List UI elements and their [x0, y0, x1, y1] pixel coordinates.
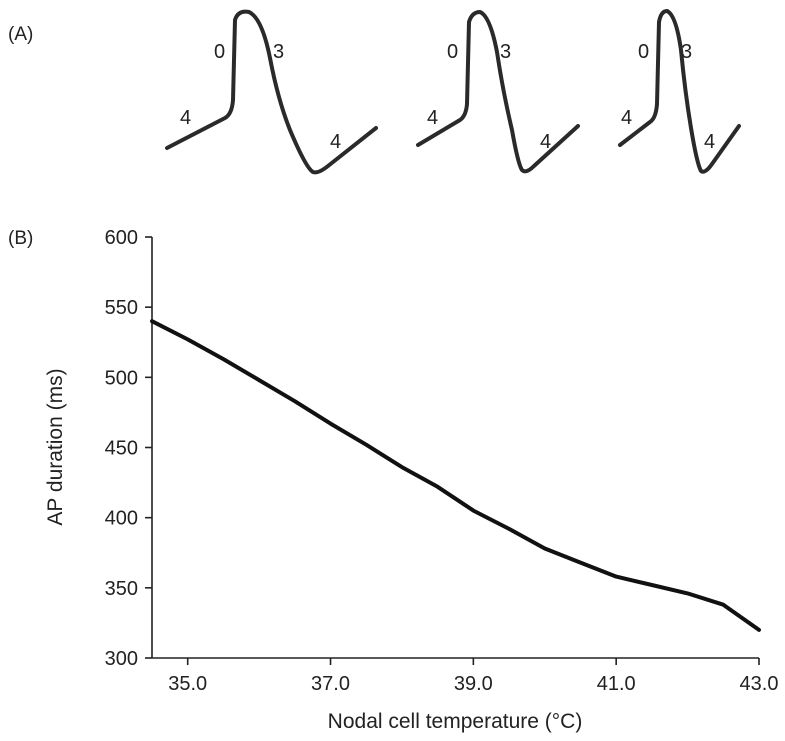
phase-label-4-start: 4 — [427, 107, 438, 129]
x-tick-label: 35.0 — [168, 673, 207, 695]
panel-b-label: (B) — [8, 228, 33, 249]
y-tick-label: 600 — [105, 227, 138, 249]
phase-label-4-start: 4 — [621, 107, 632, 129]
y-ticks: 300 350 400 450 500 550 600 — [105, 227, 152, 670]
phase-label-3: 3 — [500, 41, 511, 63]
x-tick-label: 39.0 — [454, 673, 493, 695]
y-tick-label: 450 — [105, 438, 138, 460]
y-axis-title: AP duration (ms) — [44, 368, 67, 525]
phase-label-0: 0 — [638, 41, 649, 63]
phase-label-4-start: 4 — [180, 107, 191, 129]
phase-label-4-end: 4 — [330, 131, 341, 153]
x-tick-label: 43.0 — [740, 673, 779, 695]
y-tick-label: 300 — [105, 648, 138, 670]
y-tick-label: 550 — [105, 297, 138, 319]
x-ticks: 35.0 37.0 39.0 41.0 43.0 — [168, 658, 778, 695]
series-line — [150, 319, 761, 632]
y-tick-label: 500 — [105, 367, 138, 389]
phase-label-3: 3 — [681, 41, 692, 63]
phase-label-0: 0 — [214, 41, 225, 63]
phase-label-3: 3 — [273, 41, 284, 63]
x-tick-label: 37.0 — [311, 673, 350, 695]
ap-trace-3: 4 0 3 4 — [618, 9, 741, 174]
ap-duration-chart: 300 350 400 450 500 550 600 35.0 37.0 39.0 41.0 43… — [44, 227, 778, 733]
phase-label-4-end: 4 — [704, 131, 715, 153]
phase-label-0: 0 — [447, 41, 458, 63]
phase-label-4-end: 4 — [540, 131, 551, 153]
x-tick-label: 41.0 — [597, 673, 636, 695]
y-tick-label: 350 — [105, 578, 138, 600]
x-axis-title: Nodal cell temperature (°C) — [328, 710, 583, 733]
ap-trace-2: 4 0 3 4 — [416, 10, 580, 174]
panel-a-label: (A) — [8, 24, 33, 45]
y-tick-label: 400 — [105, 508, 138, 530]
ap-trace-1: 4 0 3 4 — [165, 9, 378, 175]
